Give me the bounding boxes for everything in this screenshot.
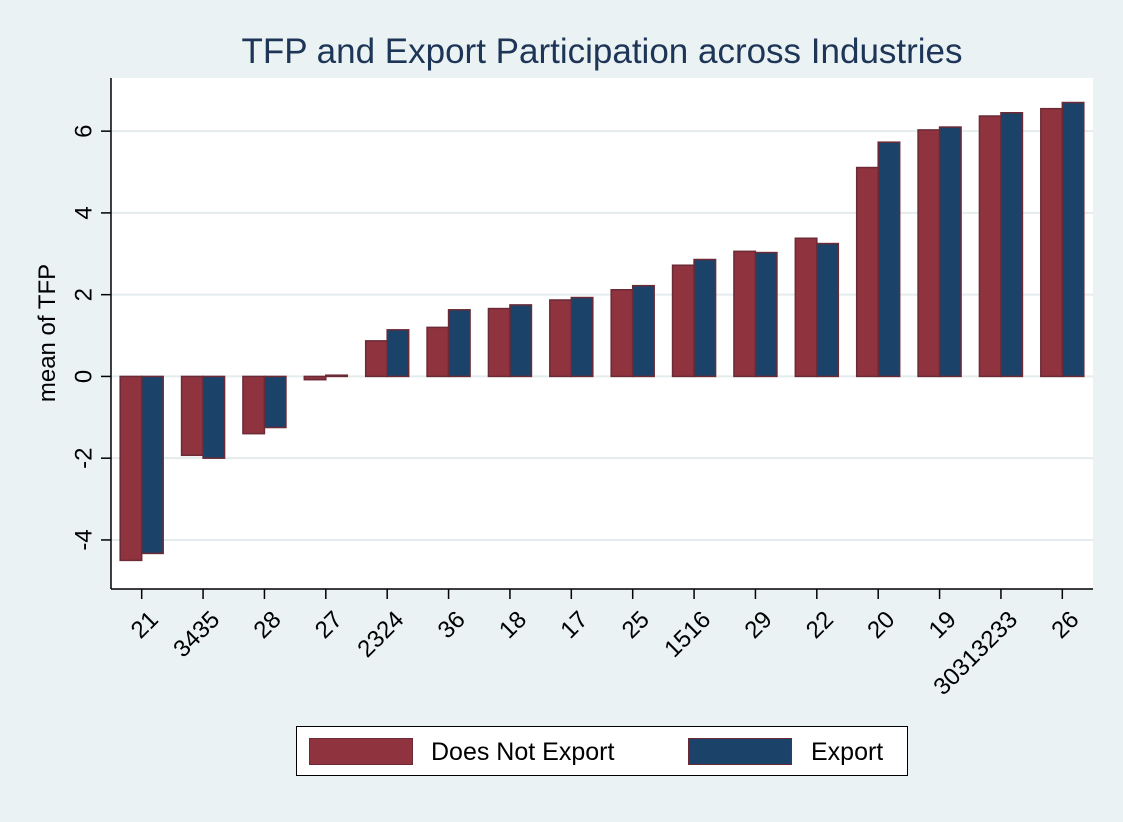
bar-export-26 <box>1061 101 1085 378</box>
bar-export-27 <box>325 374 349 378</box>
bar-export-3435 <box>202 375 226 459</box>
x-tick-label: 18 <box>494 606 532 644</box>
bar-does-not-export-19 <box>917 129 941 378</box>
legend-label-does-not-export: Does Not Export <box>431 738 615 766</box>
bar-export-25 <box>631 284 655 378</box>
y-tick-label: 2 <box>71 288 98 301</box>
bar-does-not-export-18 <box>487 307 511 378</box>
bar-export-19 <box>938 126 962 378</box>
bar-does-not-export-27 <box>303 375 327 381</box>
y-axis-label: mean of TFP <box>34 264 61 402</box>
axes <box>110 78 1093 590</box>
bar-does-not-export-25 <box>610 289 634 378</box>
bar-export-28 <box>263 375 287 429</box>
legend-label-export: Export <box>811 738 884 766</box>
y-tick-label: -2 <box>71 448 98 469</box>
legend-swatch-export <box>688 738 792 765</box>
x-tick-label: 29 <box>740 606 778 644</box>
bar-export-29 <box>754 251 778 378</box>
y-tick-label: 4 <box>71 206 98 219</box>
y-tick-label: 0 <box>71 370 98 383</box>
bar-export-17 <box>570 296 594 378</box>
bar-export-18 <box>509 304 533 378</box>
x-tick-label: 27 <box>310 606 348 644</box>
y-tick-label: -4 <box>71 529 98 550</box>
x-tick-label: 20 <box>862 606 900 644</box>
bar-does-not-export-3435 <box>180 375 204 457</box>
bar-export-30313233 <box>1000 111 1024 378</box>
bar-does-not-export-2324 <box>364 340 388 378</box>
bar-does-not-export-29 <box>733 250 757 378</box>
x-tick-label: 21 <box>126 606 164 644</box>
bars <box>119 101 1085 562</box>
bar-does-not-export-21 <box>119 375 143 562</box>
bar-does-not-export-22 <box>794 237 818 378</box>
x-ticks: 21 3435 28 27 2324 36 18 17 25 1516 29 22 20 19303132… <box>126 589 1084 701</box>
bar-export-2324 <box>386 329 410 378</box>
bar-export-21 <box>140 375 164 555</box>
y-ticks: -4 -2 0 2 4 6 <box>71 124 111 551</box>
bar-does-not-export-26 <box>1040 107 1064 378</box>
legend-swatch-does-not-export <box>309 738 413 765</box>
x-tick-label: 25 <box>617 606 655 644</box>
x-tick-label: 36 <box>433 606 471 644</box>
bar-does-not-export-17 <box>549 299 573 378</box>
x-tick-label: 1516 <box>659 606 716 663</box>
x-tick-label: 3435 <box>168 606 225 663</box>
bar-does-not-export-28 <box>242 375 266 435</box>
x-tick-label: 22 <box>801 606 839 644</box>
bar-does-not-export-1516 <box>671 264 695 378</box>
x-tick-label: 26 <box>1046 606 1084 644</box>
x-tick-label: 28 <box>249 606 287 644</box>
x-tick-label: 17 <box>555 606 593 644</box>
bar-does-not-export-30313233 <box>978 115 1002 378</box>
x-tick-label: 19 <box>924 606 962 644</box>
y-tick-label: 6 <box>71 124 98 137</box>
bar-export-1516 <box>693 258 717 378</box>
bar-does-not-export-36 <box>426 326 450 378</box>
x-tick-label: 2324 <box>352 606 409 663</box>
bar-export-22 <box>816 242 840 378</box>
bar-export-20 <box>877 141 901 378</box>
legend: Does Not Export Export <box>296 726 908 776</box>
bar-does-not-export-20 <box>855 166 879 378</box>
chart-title: TFP and Export Participation across Indu… <box>241 32 962 71</box>
bar-export-36 <box>447 309 471 378</box>
